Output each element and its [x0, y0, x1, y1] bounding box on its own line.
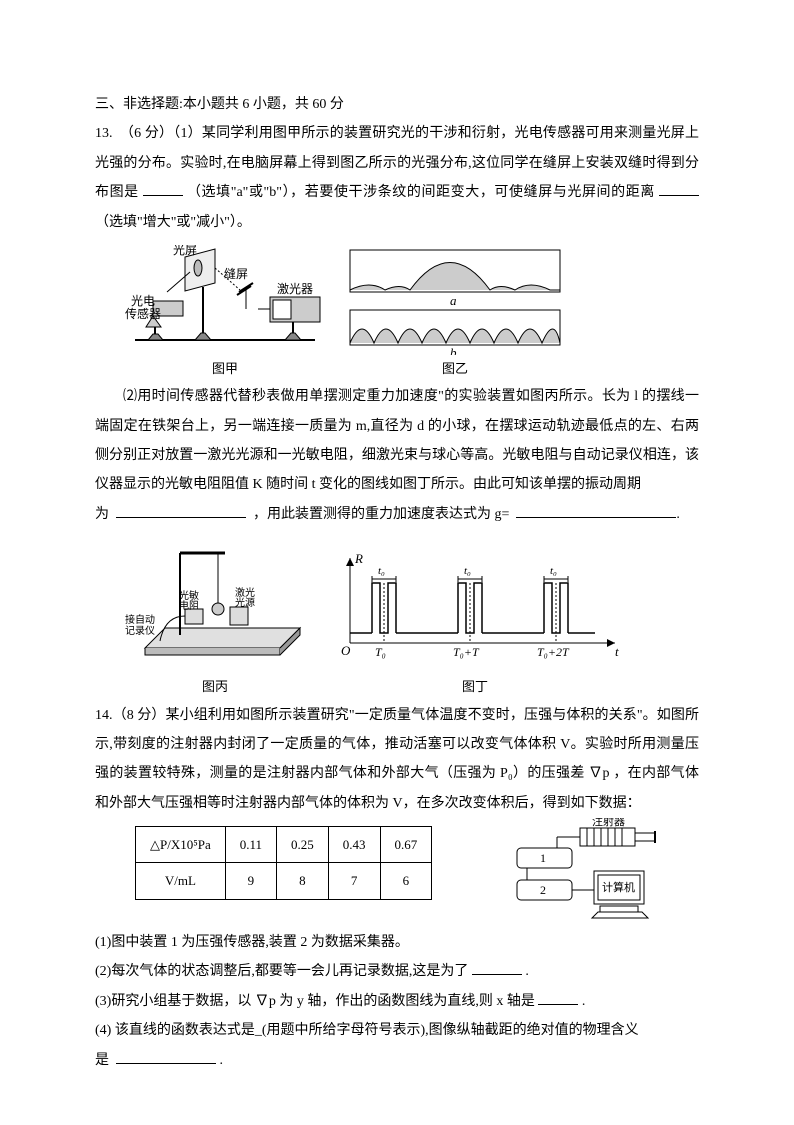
label-box2: 2	[540, 883, 546, 897]
graph-xlabel: t	[615, 644, 619, 659]
caption-jia: 图甲	[125, 355, 325, 382]
svg-text:t₀: t₀	[550, 565, 557, 577]
th-2: 0.25	[277, 827, 329, 863]
label-rec1: 接自动	[125, 613, 155, 626]
label-sensor1: 光电	[131, 294, 155, 308]
label-rec2: 记录仪	[125, 625, 155, 637]
q14-sub3: (3)研究小组基于数据，以 ∇p 为 y 轴，作出的函数图线为直线,则 x 轴是…	[95, 987, 699, 1016]
diagram-jia-svg: 光屏 缝屏 激光器 光电 传感器	[125, 245, 325, 355]
graph-ylabel: R	[354, 551, 363, 566]
q13-part1: 13. （6 分）（1）某同学利用图甲所示的装置研究光的干涉和衍射，光电传感器可…	[95, 119, 699, 237]
q14-sub3a: (3)研究小组基于数据，以 ∇p 为 y 轴，作出的函数图线为直线,则 x 轴是	[95, 994, 535, 1009]
q14-sub4: (4) 该直线的函数表达式是_(用题中所给字母符号表示),图像纵轴截距的绝对值的…	[95, 1016, 699, 1045]
label-res2: 电阻	[179, 599, 199, 612]
q13-part2-line2: 为 ，用此装置测得的重力加速度表达式为 g= .	[95, 500, 699, 529]
label-box1: 1	[540, 851, 546, 865]
label-ls2: 光源	[235, 596, 255, 609]
q13-blank4	[516, 517, 676, 518]
diagram-yi-svg: a b	[345, 245, 565, 355]
label-guangping: 光屏	[173, 245, 197, 257]
q13-blank3	[116, 517, 246, 518]
q14-sub4a: (4) 该直线的函数表达式是_(用题中所给字母符号表示),图像纵轴截距的绝对值的…	[95, 1023, 639, 1038]
diagram-bing-svg: 光敏 电阻 激光 光源 接自动 记录仪	[125, 543, 305, 673]
q14-sub2: (2)每次气体的状态调整后,都要等一会儿再记录数据,这是为了 .	[95, 957, 699, 986]
q14-lead: 14.（8 分）某小组利用如图所示装置研究"一定质量气体温度不变时，压强与体积的…	[95, 701, 699, 819]
q13-part2c: ，用此装置测得的重力加速度表达式为 g=	[253, 507, 509, 522]
td-0: V/mL	[136, 863, 226, 899]
label-sensor2: 传感器	[125, 306, 161, 321]
label-laser: 激光器	[277, 282, 313, 296]
label-b: b	[450, 345, 457, 355]
q13-part2a: ⑵用时间传感器代替秒表做用单摆测定重力加速度"的实验装置如图丙所示。长为 l 的…	[95, 382, 699, 500]
th-4: 0.67	[380, 827, 432, 863]
th-1: 0.11	[225, 827, 276, 863]
td-4: 6	[380, 863, 432, 899]
label-syringe: 注射器	[592, 818, 625, 828]
svg-text:T₀+2T: T₀+2T	[537, 645, 570, 659]
q13-hint2: （选填"增大"或"减小"）。	[95, 215, 251, 230]
graph-origin: O	[341, 643, 351, 658]
td-2: 8	[277, 863, 329, 899]
svg-text:T₀+T: T₀+T	[453, 645, 480, 659]
q13-figures-1: 光屏 缝屏 激光器 光电 传感器 图甲 a b 图乙	[125, 245, 699, 382]
q14-sub3b: .	[582, 994, 586, 1009]
figure-bing: 光敏 电阻 激光 光源 接自动 记录仪 图丙	[125, 543, 305, 700]
q14-sub2a: (2)每次气体的状态调整后,都要等一会儿再记录数据,这是为了	[95, 964, 468, 979]
q13-blank2	[659, 195, 699, 196]
graph-ding-svg: R t O t₀ T₀ t₀ T₀+T	[325, 543, 625, 673]
q14-table-and-figure: △P/X10⁵Pa 0.11 0.25 0.43 0.67 V/mL 9 8 7…	[95, 818, 699, 928]
q13-blank1	[143, 195, 183, 196]
label-fengping: 缝屏	[224, 266, 248, 281]
q13-part2b: 为	[95, 507, 109, 522]
td-1: 9	[225, 863, 276, 899]
q14-apparatus-svg: 注射器 1 2 计算机	[462, 818, 662, 928]
caption-bing: 图丙	[125, 673, 305, 700]
figure-ding: R t O t₀ T₀ t₀ T₀+T	[325, 543, 625, 700]
svg-text:t₀: t₀	[464, 565, 471, 577]
td-3: 7	[328, 863, 380, 899]
q14-sub2b: .	[525, 964, 529, 979]
q14-blank-sub4	[116, 1063, 216, 1064]
q14-blank-sub2	[472, 974, 522, 975]
svg-text:t₀: t₀	[378, 565, 385, 577]
label-a: a	[450, 293, 457, 308]
q14-sub4c: .	[220, 1053, 224, 1068]
q14-sub4b: 是	[95, 1053, 109, 1068]
figure-jia: 光屏 缝屏 激光器 光电 传感器 图甲	[125, 245, 325, 382]
q14-blank-sub3	[538, 1004, 578, 1005]
th-0: △P/X10⁵Pa	[136, 827, 226, 863]
figure-yi: a b 图乙	[345, 245, 565, 382]
caption-yi: 图乙	[345, 355, 565, 382]
caption-ding: 图丁	[325, 673, 625, 700]
th-3: 0.43	[328, 827, 380, 863]
q14-sub1: (1)图中装置 1 为压强传感器,装置 2 为数据采集器。	[95, 928, 699, 957]
label-pc: 计算机	[602, 880, 635, 894]
svg-text:T₀: T₀	[375, 645, 386, 659]
section-heading: 三、非选择题:本小题共 6 小题，共 60 分	[95, 90, 699, 119]
q13-hint1: （选填"a"或"b"），若要使干涉条纹的间距变大，可使缝屏与光屏间的距离	[187, 185, 655, 200]
q13-figures-2: 光敏 电阻 激光 光源 接自动 记录仪 图丙 R t O	[125, 543, 699, 700]
q14-sub4-line2: 是 .	[95, 1046, 699, 1075]
q14-table: △P/X10⁵Pa 0.11 0.25 0.43 0.67 V/mL 9 8 7…	[135, 826, 432, 900]
